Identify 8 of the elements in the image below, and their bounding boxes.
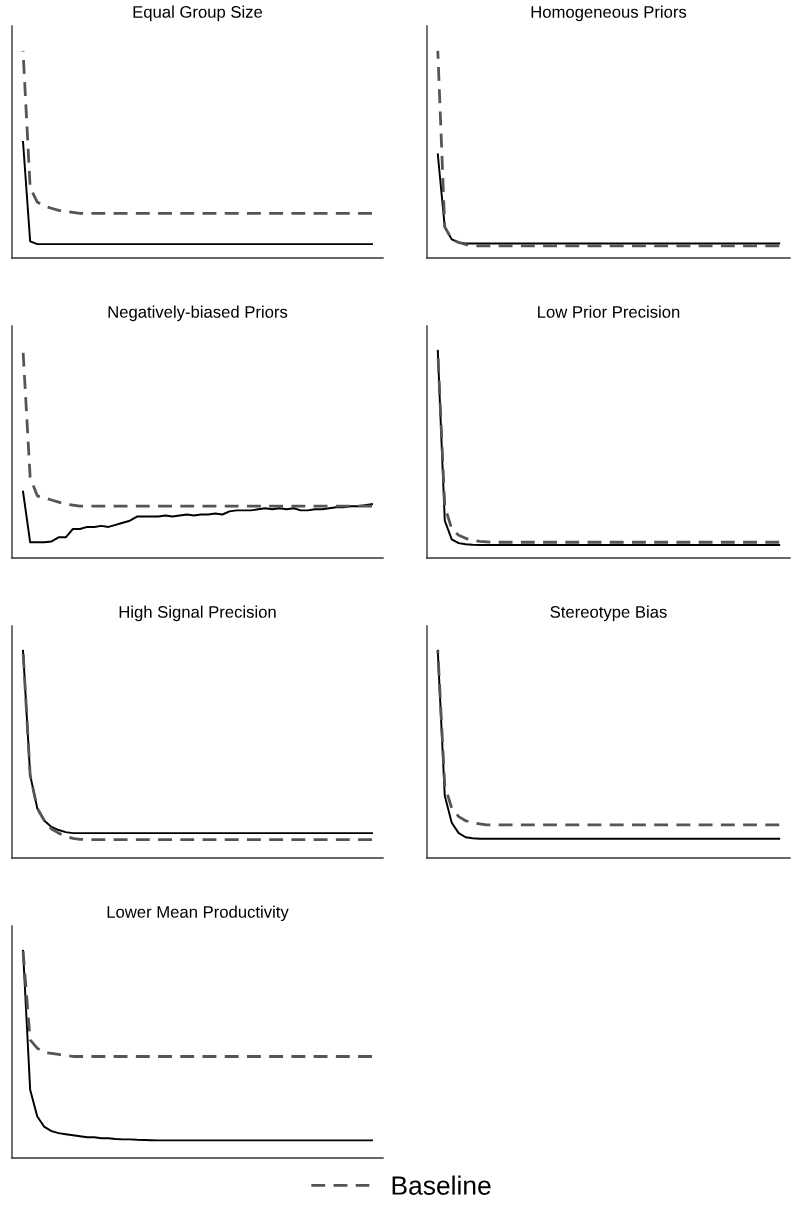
chart-title: High Signal Precision xyxy=(119,605,276,622)
chart-title: Lower Mean Productivity xyxy=(107,905,289,922)
chart-title: Negatively-biased Priors xyxy=(108,305,288,322)
chart-title: Equal Group Size xyxy=(133,5,263,22)
chart-title: Homogeneous Priors xyxy=(531,5,687,22)
chart-title: Stereotype Bias xyxy=(550,605,667,622)
legend-label: Baseline xyxy=(392,1175,491,1195)
chart-title: Low Prior Precision xyxy=(538,305,680,318)
